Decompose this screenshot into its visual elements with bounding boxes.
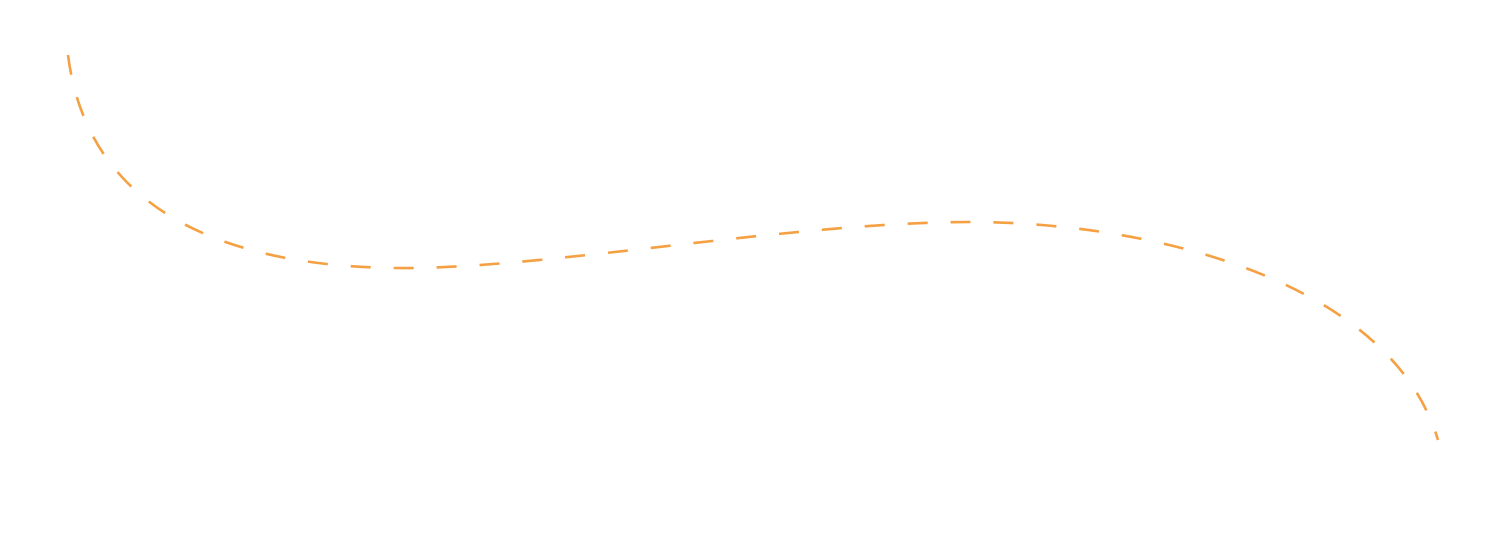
dashed-curve [66,54,1440,441]
